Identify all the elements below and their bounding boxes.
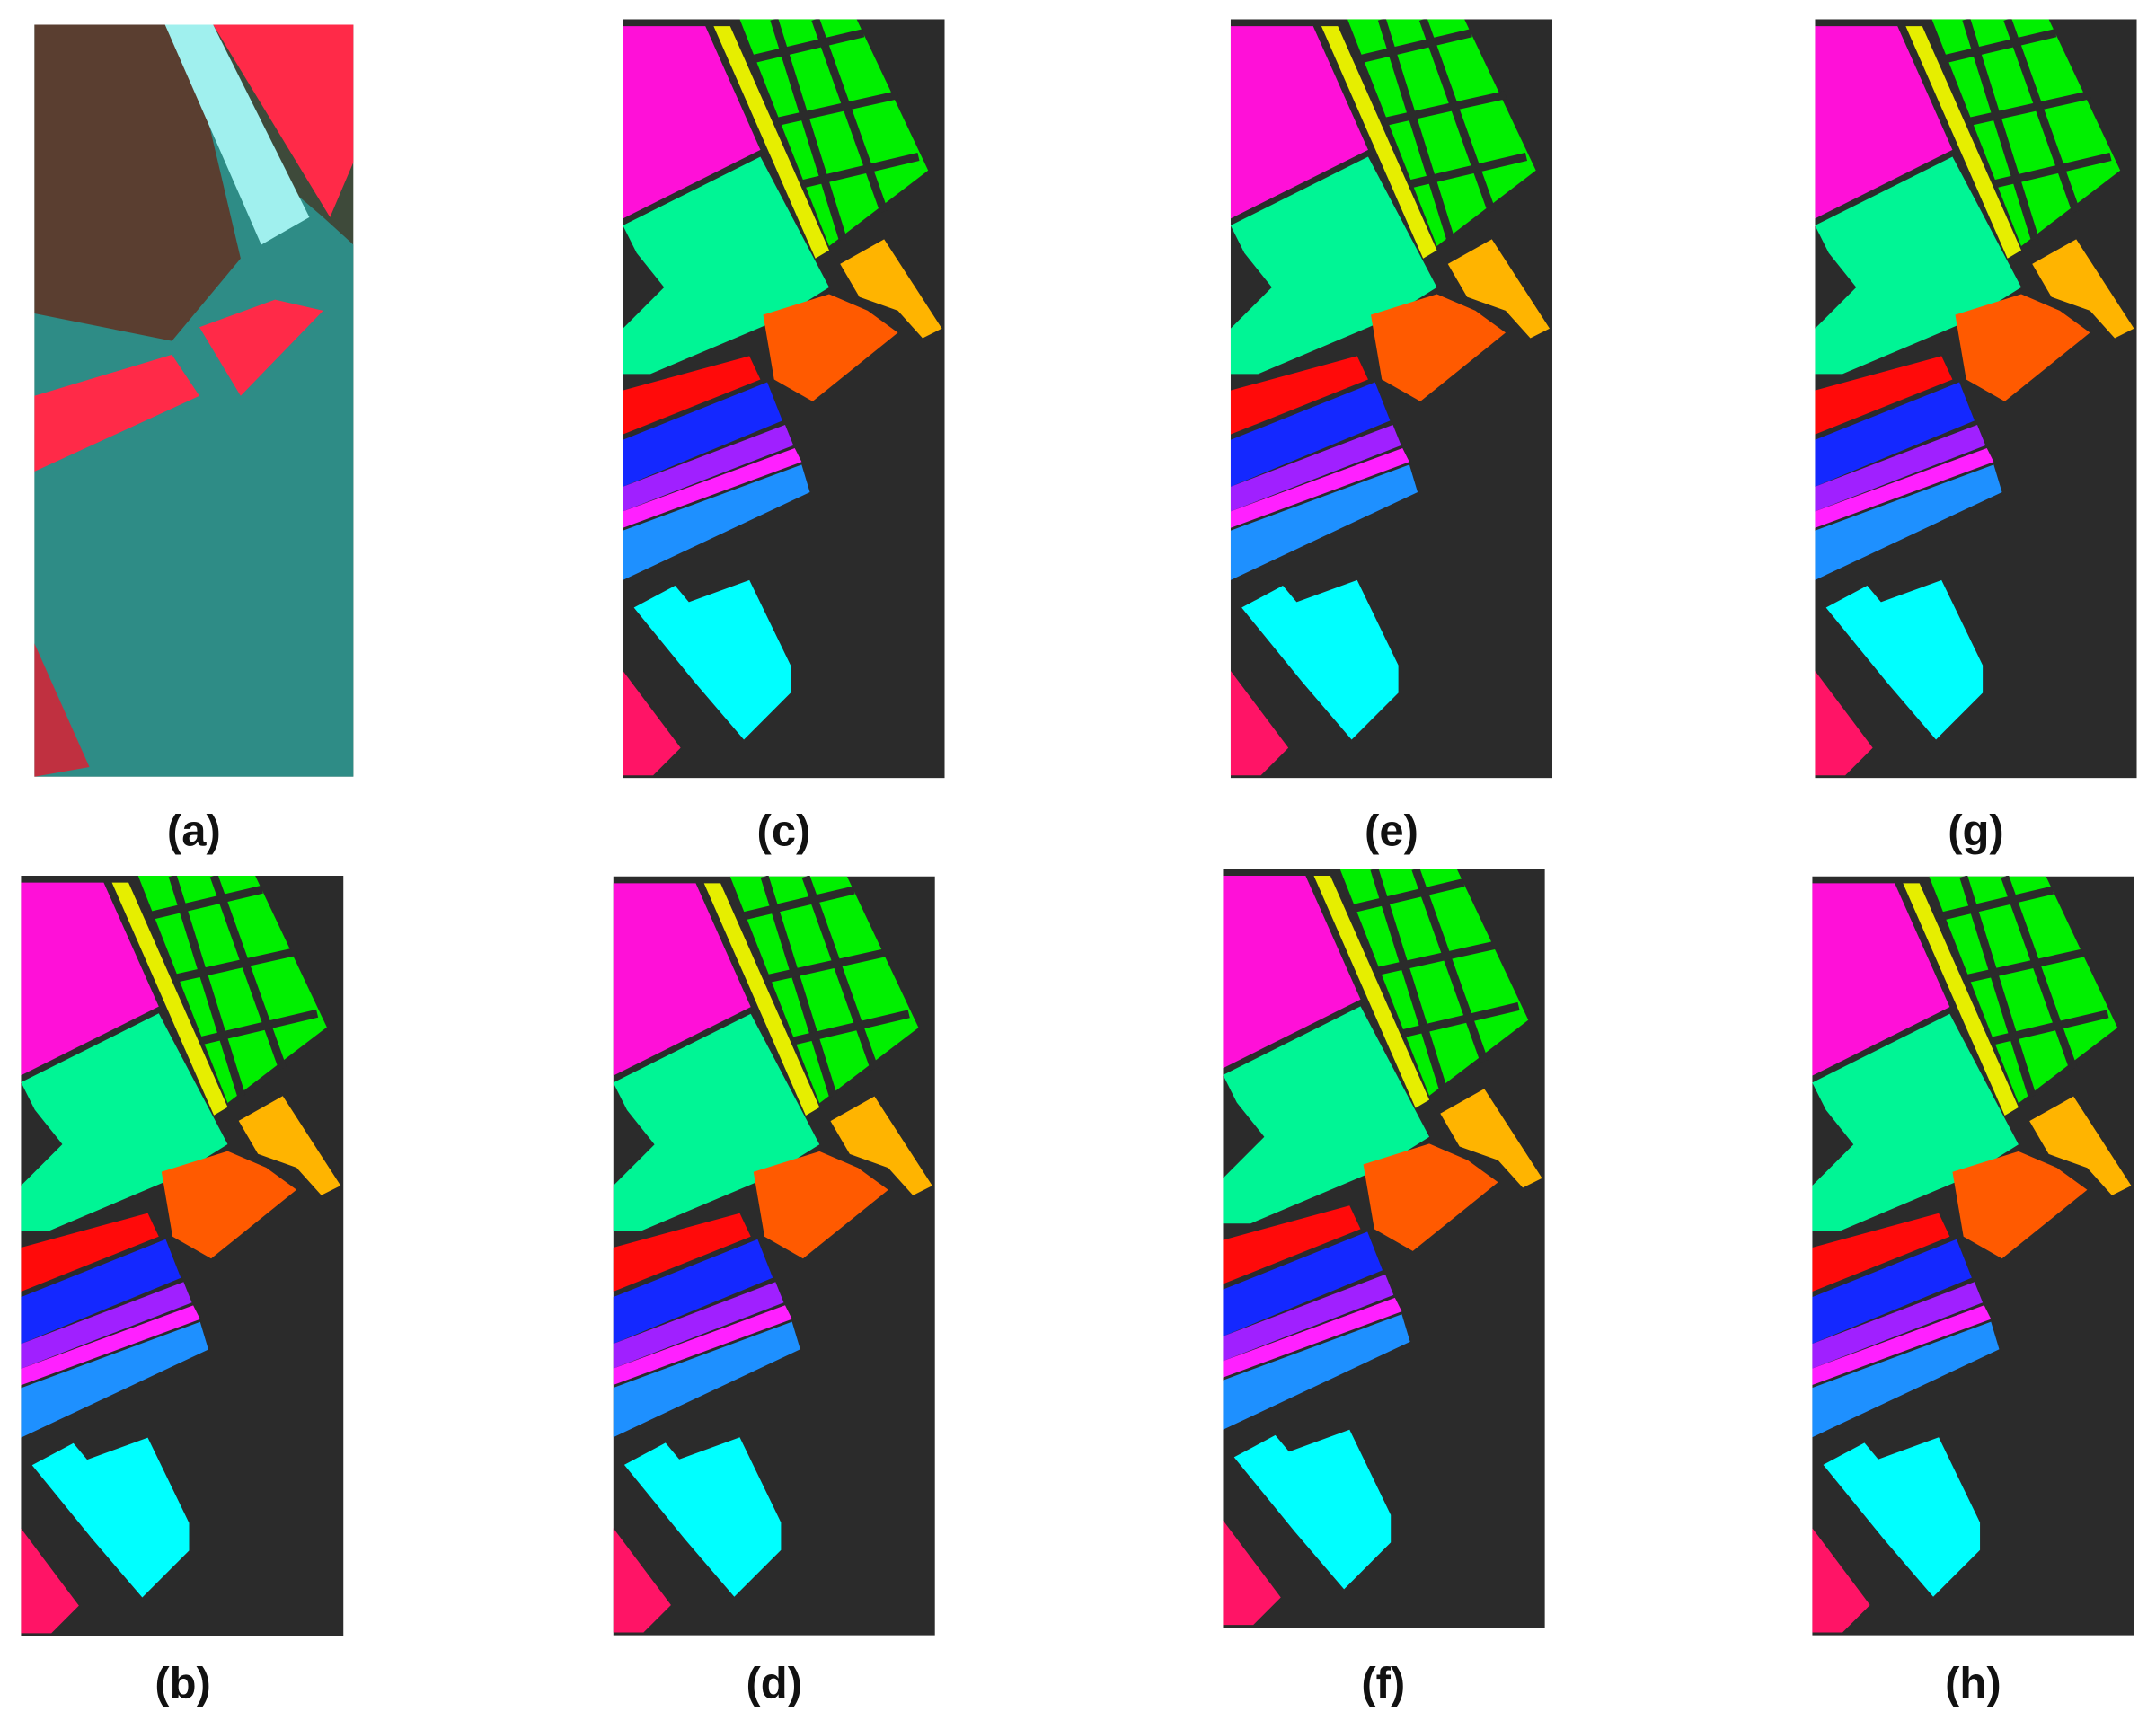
panel-label: (b) — [155, 1659, 211, 1707]
panel-label: (d) — [746, 1659, 802, 1707]
false-color-image — [34, 24, 354, 777]
classification-map — [1812, 877, 2134, 1636]
classification-map — [21, 876, 343, 1636]
classification-map — [1815, 19, 2136, 778]
panel-label: (c) — [757, 807, 811, 855]
classification-map — [1223, 869, 1544, 1628]
panel-label: (h) — [1945, 1659, 2001, 1707]
panel-label: (a) — [167, 807, 221, 855]
panel-label: (g) — [1948, 807, 2004, 855]
classification-map — [623, 19, 944, 778]
panel-label: (e) — [1365, 807, 1418, 855]
panel-label: (f) — [1361, 1659, 1405, 1707]
classification-map — [1231, 19, 1552, 778]
classification-map — [614, 877, 935, 1636]
